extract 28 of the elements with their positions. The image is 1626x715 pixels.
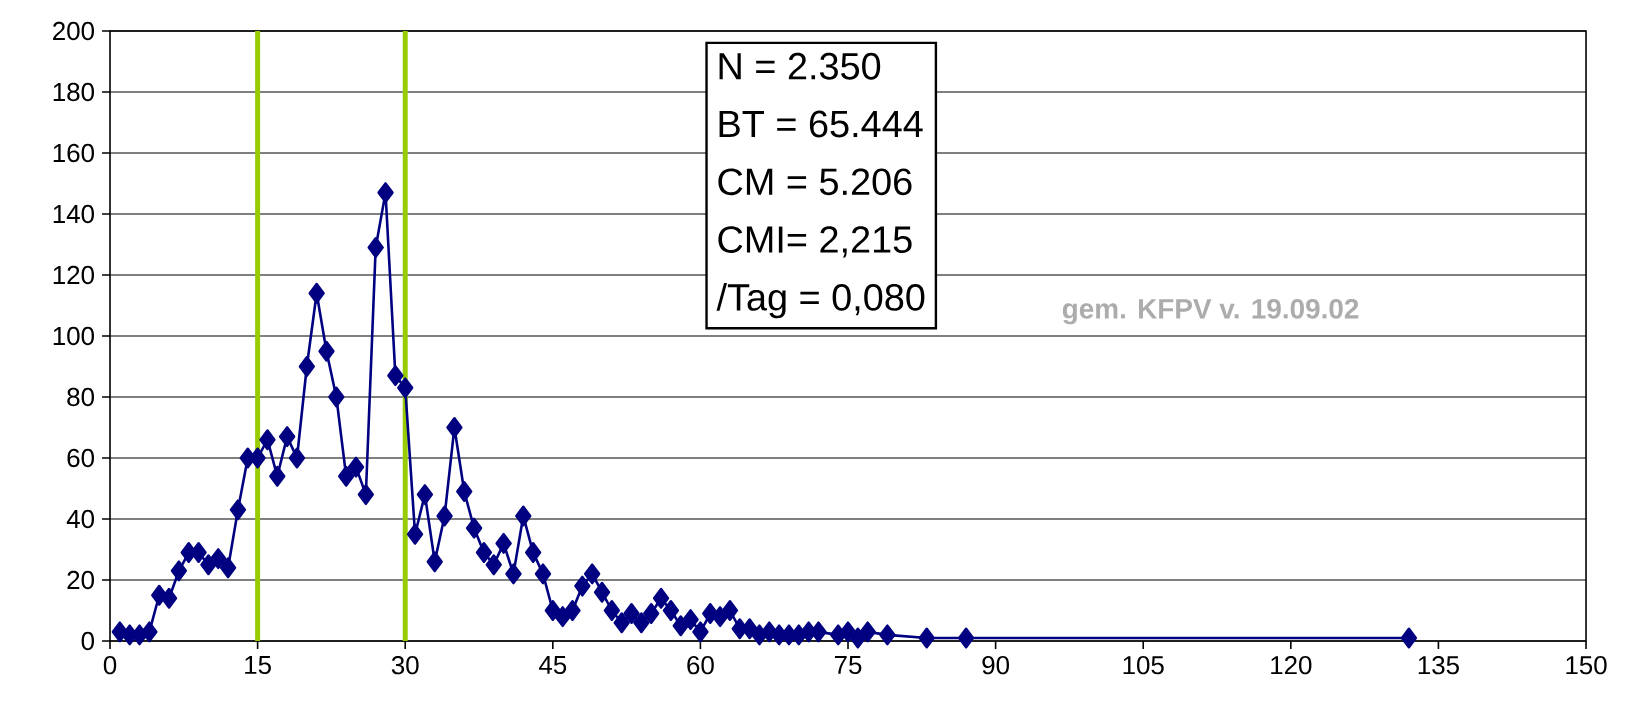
x-tick-label: 135 bbox=[1418, 656, 1459, 675]
x-tick-label: 0 bbox=[103, 656, 117, 675]
annotation: N = 2.350 bbox=[719, 52, 881, 80]
y-tick-label: 100 bbox=[53, 326, 94, 346]
y-tick-label: 160 bbox=[53, 143, 94, 163]
annotation: CM = 5.206 bbox=[718, 168, 912, 196]
x-tick-label: 30 bbox=[391, 656, 419, 675]
y-tick-label: 60 bbox=[67, 448, 94, 468]
x-tick-label: 15 bbox=[245, 656, 271, 675]
annotation: CMI= 2,215 bbox=[718, 226, 912, 258]
x-tick-label: 150 bbox=[1566, 656, 1607, 675]
y-tick-label: 40 bbox=[66, 509, 94, 529]
y-tick-label: 0 bbox=[81, 631, 94, 651]
x-tick-label: 45 bbox=[539, 656, 567, 675]
y-tick-label: 140 bbox=[53, 204, 94, 224]
annotation: gem. KFPV v. 19.09.02 bbox=[1062, 298, 1359, 325]
x-tick-label: 120 bbox=[1271, 656, 1312, 675]
y-tick-label: 180 bbox=[53, 82, 94, 102]
x-tick-label: 90 bbox=[982, 656, 1010, 675]
annotation: /Tag = 0,080 bbox=[716, 282, 925, 319]
x-tick-label: 105 bbox=[1123, 656, 1164, 675]
y-tick-label: 200 bbox=[53, 21, 94, 41]
y-tick-label: 80 bbox=[67, 387, 94, 407]
x-tick-label: 60 bbox=[687, 656, 714, 675]
y-tick-label: 20 bbox=[67, 570, 94, 590]
x-tick-label: 75 bbox=[834, 656, 862, 675]
y-tick-label: 120 bbox=[53, 265, 94, 285]
annotation: BT = 65.444 bbox=[719, 110, 923, 138]
